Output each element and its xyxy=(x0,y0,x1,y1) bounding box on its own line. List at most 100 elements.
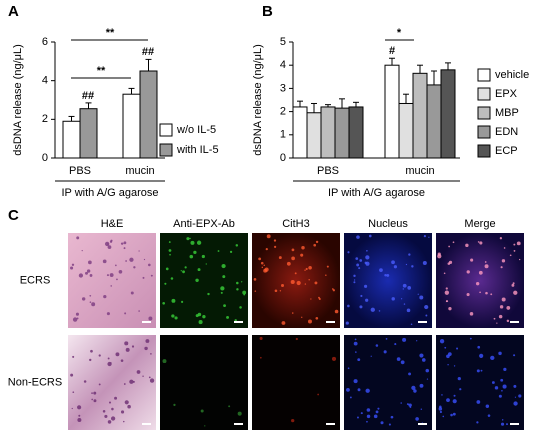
micrograph-dot xyxy=(368,234,372,238)
micrograph-dot xyxy=(310,298,312,300)
micrograph-dot xyxy=(375,344,379,347)
bar xyxy=(412,72,428,159)
micrograph xyxy=(344,233,432,328)
micrograph-dot xyxy=(242,290,247,295)
micrograph-dot xyxy=(373,414,378,419)
micrograph-dot xyxy=(466,270,470,274)
micrograph-dot xyxy=(513,250,516,252)
micrograph-dot xyxy=(393,265,398,269)
micrograph-dot xyxy=(305,267,308,271)
micrograph-dot xyxy=(457,376,461,381)
bar xyxy=(348,106,364,159)
micrograph-dot xyxy=(90,349,93,353)
micrograph-dot xyxy=(366,414,371,419)
micrograph-dot xyxy=(142,375,144,377)
micrograph-dot xyxy=(243,293,246,296)
micrograph-dot xyxy=(143,258,146,261)
micrograph-dot xyxy=(91,302,96,307)
micrograph-dot xyxy=(171,314,175,318)
micrograph-dot xyxy=(485,291,488,295)
micrograph-dot xyxy=(274,289,278,293)
micrograph-dot xyxy=(236,288,239,291)
micrograph-dot xyxy=(499,305,504,309)
micrograph-dot xyxy=(353,279,356,281)
micrograph-dot xyxy=(326,265,329,268)
micrograph-dot xyxy=(426,378,429,380)
micrograph-dot xyxy=(265,247,268,251)
x-tick-label: mucin xyxy=(405,165,434,177)
micrograph-dot xyxy=(198,320,203,325)
micrograph-dot xyxy=(217,250,220,252)
micrograph-dot xyxy=(103,294,107,299)
micrograph-dot xyxy=(353,379,358,384)
legend-label: EPX xyxy=(495,88,518,100)
micrograph-dot xyxy=(408,372,412,376)
micrograph-dot xyxy=(334,309,339,314)
micrograph-dot xyxy=(102,259,107,264)
micrograph-dot xyxy=(107,357,110,360)
micrograph-dot xyxy=(425,368,430,373)
micrograph-dot xyxy=(313,243,317,247)
legend-label: EDN xyxy=(495,126,518,138)
micrograph-dot xyxy=(150,274,153,277)
micrograph-dot xyxy=(513,243,516,246)
micrograph-dot xyxy=(478,270,483,275)
micrograph-dot xyxy=(124,400,129,405)
micrograph-dot xyxy=(108,401,112,404)
x-axis-label: IP with A/G agarose xyxy=(328,187,425,199)
micrograph xyxy=(68,335,156,430)
micrograph-dot xyxy=(506,319,510,323)
micrograph-dot xyxy=(106,312,110,316)
y-tick-label: 6 xyxy=(42,36,48,48)
scale-bar xyxy=(142,321,151,323)
micrograph-dot xyxy=(354,338,357,341)
legend-label: ECP xyxy=(495,145,518,157)
micrograph-dot xyxy=(331,288,334,290)
micrograph-dot xyxy=(259,336,263,340)
micrograph-dot xyxy=(383,350,387,354)
micrograph-dot xyxy=(279,290,282,292)
micrograph-dot xyxy=(204,425,206,427)
micrograph-dot xyxy=(402,283,407,288)
micrograph-dot xyxy=(448,260,453,265)
micrograph-dot xyxy=(220,291,223,294)
micrograph-dot xyxy=(356,235,360,239)
micrograph-dot xyxy=(110,416,116,421)
micrograph-dot xyxy=(91,398,93,401)
column-header: CitH3 xyxy=(282,218,310,230)
legend-label: with IL-5 xyxy=(176,144,219,156)
micrograph-dot xyxy=(72,355,75,358)
micrograph-dot xyxy=(353,274,356,278)
micrograph-dot xyxy=(72,391,75,394)
micrograph xyxy=(436,233,524,328)
y-tick-label: 5 xyxy=(280,36,286,48)
micrograph-dot xyxy=(479,241,483,245)
micrograph-dot xyxy=(109,273,114,277)
bar xyxy=(79,108,98,159)
micrograph-dot xyxy=(189,237,191,240)
micrograph-dot xyxy=(448,245,451,248)
micrograph-dot xyxy=(444,346,447,349)
micrograph-dot xyxy=(278,256,282,260)
micrograph-dot xyxy=(385,337,388,340)
micrograph-dot xyxy=(346,387,350,392)
micrograph-dot xyxy=(403,303,406,305)
micrograph-dot xyxy=(409,406,412,408)
significance-mark: ** xyxy=(97,65,106,77)
micrograph-dot xyxy=(164,282,167,285)
micrograph-dot xyxy=(391,260,395,265)
micrograph-dot xyxy=(123,247,126,250)
micrograph-dot xyxy=(264,267,269,272)
micrograph-dot xyxy=(131,345,135,348)
micrograph-dot xyxy=(125,260,127,262)
y-tick-label: 0 xyxy=(42,152,48,164)
micrograph-dot xyxy=(291,418,295,423)
micrograph-dot xyxy=(366,249,368,252)
micrograph-dot xyxy=(500,422,505,426)
micrograph-dot xyxy=(149,378,155,383)
micrograph-dot xyxy=(168,241,171,243)
micrograph-dot xyxy=(411,265,414,268)
micrograph-dot xyxy=(76,317,79,320)
y-tick-label: 2 xyxy=(280,106,286,118)
micrograph-dot xyxy=(453,394,456,397)
